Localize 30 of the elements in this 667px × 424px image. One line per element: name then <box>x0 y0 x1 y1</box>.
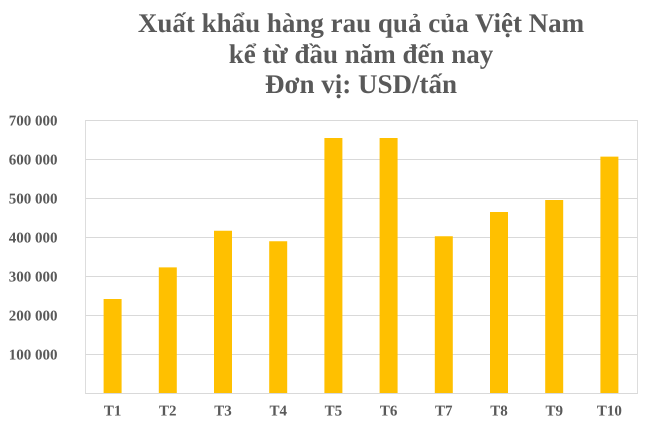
x-tick-label: T4 <box>269 404 288 420</box>
y-tick-label: 600 000 <box>8 152 58 168</box>
y-tick-label: 300 000 <box>8 270 58 286</box>
y-tick-label: 700 000 <box>8 114 58 130</box>
x-tick-label: T2 <box>159 404 177 420</box>
bar <box>490 212 508 393</box>
x-tick-label: T10 <box>596 404 622 420</box>
y-tick-label: 200 000 <box>8 308 58 324</box>
x-tick-label: T7 <box>435 404 454 420</box>
x-tick-label: T3 <box>214 404 232 420</box>
bar <box>214 230 232 393</box>
bar <box>434 236 453 393</box>
x-tick-label: T6 <box>380 404 398 420</box>
bar <box>380 138 398 393</box>
x-tick-label: T9 <box>545 404 563 420</box>
text: Xuất khẩu hàng rau quả của Việt Nam <box>138 8 584 38</box>
y-tick-label: 400 000 <box>8 230 58 246</box>
bar <box>104 299 122 393</box>
y-tick-label: 500 000 <box>8 192 58 208</box>
bar <box>600 156 618 393</box>
bar <box>269 241 288 393</box>
text: kể từ đầu năm đến nay <box>228 39 494 69</box>
x-tick-label: T5 <box>324 404 342 420</box>
x-tick-label: T8 <box>490 404 508 420</box>
x-tick-label: T1 <box>104 404 122 420</box>
bar <box>545 200 564 393</box>
bar <box>158 267 177 393</box>
bar <box>324 138 342 393</box>
chart-subtitle: Đơn vị: USD/tấn <box>265 69 457 99</box>
y-tick-label: 100 000 <box>8 348 58 364</box>
